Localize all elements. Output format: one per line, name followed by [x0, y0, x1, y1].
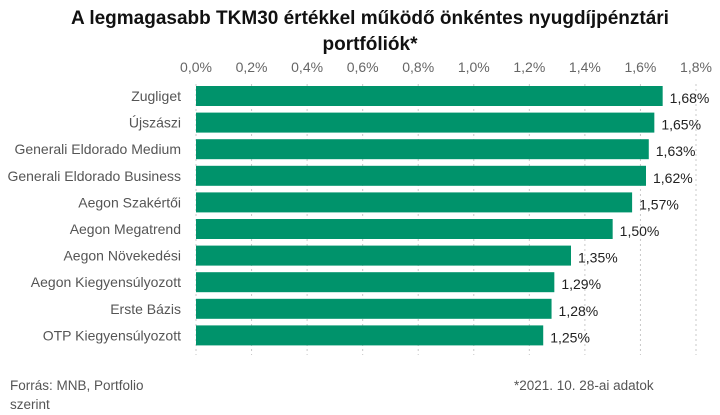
- category-labels: Zugliget Újszászi Generali Eldorado Medium…: [7, 88, 181, 343]
- bars: [196, 86, 663, 346]
- x-tick-label: 0,4%: [291, 59, 323, 75]
- x-tick-label: 1,4%: [569, 59, 601, 75]
- value-label: 1,50%: [620, 223, 660, 239]
- category-label: Aegon Megatrend: [70, 221, 181, 237]
- category-label: Újszászi: [129, 115, 181, 131]
- value-label: 1,63%: [656, 143, 696, 159]
- value-label: 1,28%: [559, 303, 599, 319]
- value-label: 1,35%: [578, 250, 618, 266]
- bar: [196, 139, 649, 160]
- value-label: 1,62%: [653, 170, 693, 186]
- chart-title: A legmagasabb TKM30 értékkel működő önké…: [0, 6, 720, 58]
- x-tick-label: 1,8%: [680, 59, 712, 75]
- source-note: Forrás: MNB, Portfolio szerint: [10, 378, 144, 412]
- value-label: 1,68%: [670, 90, 710, 106]
- chart-title-line-1: A legmagasabb TKM30 értékkel működő önké…: [71, 8, 669, 29]
- category-label: Aegon Növekedési: [63, 248, 181, 264]
- footnote: *2021. 10. 28-ai adatok: [514, 378, 654, 393]
- x-tick-label: 1,6%: [624, 59, 656, 75]
- bar: [196, 86, 663, 106]
- bar: [196, 219, 613, 239]
- x-tick-label: 0,0%: [180, 59, 212, 75]
- category-label: OTP Kiegyensúlyozott: [43, 327, 181, 343]
- x-axis-ticks: 0,0% 0,2% 0,4% 0,6% 0,8% 1,0% 1,2% 1,4% 1,6% 1,8%: [180, 59, 712, 75]
- x-tick-label: 0,2%: [236, 59, 268, 75]
- category-label: Generali Eldorado Business: [7, 168, 181, 184]
- bar: [196, 245, 571, 266]
- bar: [196, 192, 633, 213]
- value-label: 1,65%: [661, 117, 701, 133]
- category-label: Aegon Szakértői: [78, 194, 181, 210]
- chart-title-line-2: portfóliók*: [322, 34, 418, 55]
- bar: [196, 325, 544, 346]
- category-label: Generali Eldorado Medium: [14, 141, 181, 157]
- category-label: Aegon Kiegyensúlyozott: [31, 274, 181, 290]
- x-tick-label: 1,2%: [513, 59, 545, 75]
- category-label: Erste Bázis: [110, 301, 181, 317]
- value-label: 1,57%: [639, 196, 679, 212]
- value-label: 1,29%: [561, 276, 601, 292]
- value-labels: 1,68% 1,65% 1,63% 1,62% 1,57% 1,50%1,35% 1,29%…: [550, 90, 709, 345]
- bar: [196, 112, 655, 133]
- x-tick-label: 0,6%: [347, 59, 379, 75]
- value-label: 1,25%: [550, 329, 590, 345]
- bar: [196, 298, 552, 319]
- bar: [196, 272, 555, 293]
- bar: [196, 165, 646, 186]
- x-tick-label: 1,0%: [458, 59, 490, 75]
- x-tick-label: 0,8%: [402, 59, 434, 75]
- category-label: Zugliget: [131, 88, 181, 104]
